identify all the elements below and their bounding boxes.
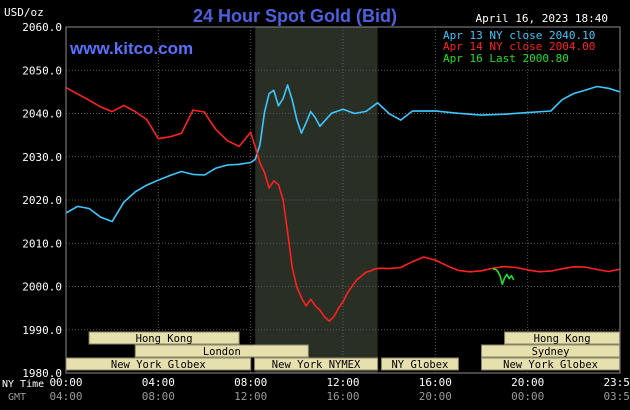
x-tick-gmt: 03:59 <box>603 390 630 403</box>
series-line-2 <box>493 268 515 286</box>
session-label: New York Globex <box>503 359 598 371</box>
x-tick-ny: 16:00 <box>419 376 452 389</box>
x-tick-ny: 08:00 <box>234 376 267 389</box>
x-tick-ny: 12:00 <box>326 376 359 389</box>
session-label: NY Globex <box>391 359 448 371</box>
session-label: Hong Kong <box>534 333 591 345</box>
series-line-0 <box>65 84 621 223</box>
gmt-label: GMT <box>8 392 26 403</box>
x-tick-gmt: 08:00 <box>142 390 175 403</box>
x-tick-gmt: 12:00 <box>234 390 267 403</box>
legend: Apr 13 NY close 2040.10 Apr 14 NY close … <box>443 29 595 65</box>
y-tick-label: 2010.0 <box>22 237 62 250</box>
legend-apr14: Apr 14 NY close 2004.00 <box>443 40 595 53</box>
session-label: New York Globex <box>111 359 206 371</box>
ny-time-label: NY Time <box>2 379 44 390</box>
x-tick-gmt: 00:00 <box>511 390 544 403</box>
chart-title: 24 Hour Spot Gold (Bid) <box>193 6 397 26</box>
y-tick-label: 1990.0 <box>22 324 62 337</box>
y-tick-label: 2040.0 <box>22 108 62 121</box>
unit-label: USD/oz <box>4 6 44 19</box>
session-label: New York NYMEX <box>272 359 361 371</box>
y-tick-label: 2030.0 <box>22 151 62 164</box>
session-bar <box>88 331 240 345</box>
session-bar <box>380 357 459 371</box>
x-tick-ny: 00:00 <box>49 376 82 389</box>
session-label: Sydney <box>532 346 570 358</box>
session-bar <box>134 344 309 358</box>
y-tick-label: 1980.0 <box>22 367 62 380</box>
x-tick-ny: 04:00 <box>142 376 175 389</box>
x-tick-gmt: 20:00 <box>419 390 452 403</box>
session-bar <box>254 357 379 371</box>
x-axis-ticks: 00:0004:0004:0008:0008:0012:0012:0016:00… <box>49 376 630 403</box>
legend-apr13: Apr 13 NY close 2040.10 <box>443 29 595 42</box>
y-tick-label: 2050.0 <box>22 64 62 77</box>
plot-border <box>65 26 621 374</box>
x-tick-gmt: 04:00 <box>49 390 82 403</box>
y-tick-label: 2020.0 <box>22 194 62 207</box>
x-tick-ny: 20:00 <box>511 376 544 389</box>
series-lines <box>65 84 621 322</box>
datetime-label: April 16, 2023 18:40 <box>476 12 608 25</box>
x-tick-gmt: 16:00 <box>326 390 359 403</box>
y-axis-ticks: 1980.0 1990.0 2000.0 2010.0 2020.0 2030.0 2040… <box>22 21 62 380</box>
x-tick-ny: 23:59 <box>603 376 630 389</box>
watermark-url: www.kitco.com <box>69 39 193 58</box>
legend-apr16: Apr 16 Last 2000.80 <box>443 52 569 65</box>
y-tick-label: 2060.0 <box>22 21 62 34</box>
y-tick-label: 2000.0 <box>22 281 62 294</box>
session-label: Hong Kong <box>136 333 193 345</box>
series-line-1 <box>65 86 621 322</box>
session-label: London <box>203 346 241 358</box>
